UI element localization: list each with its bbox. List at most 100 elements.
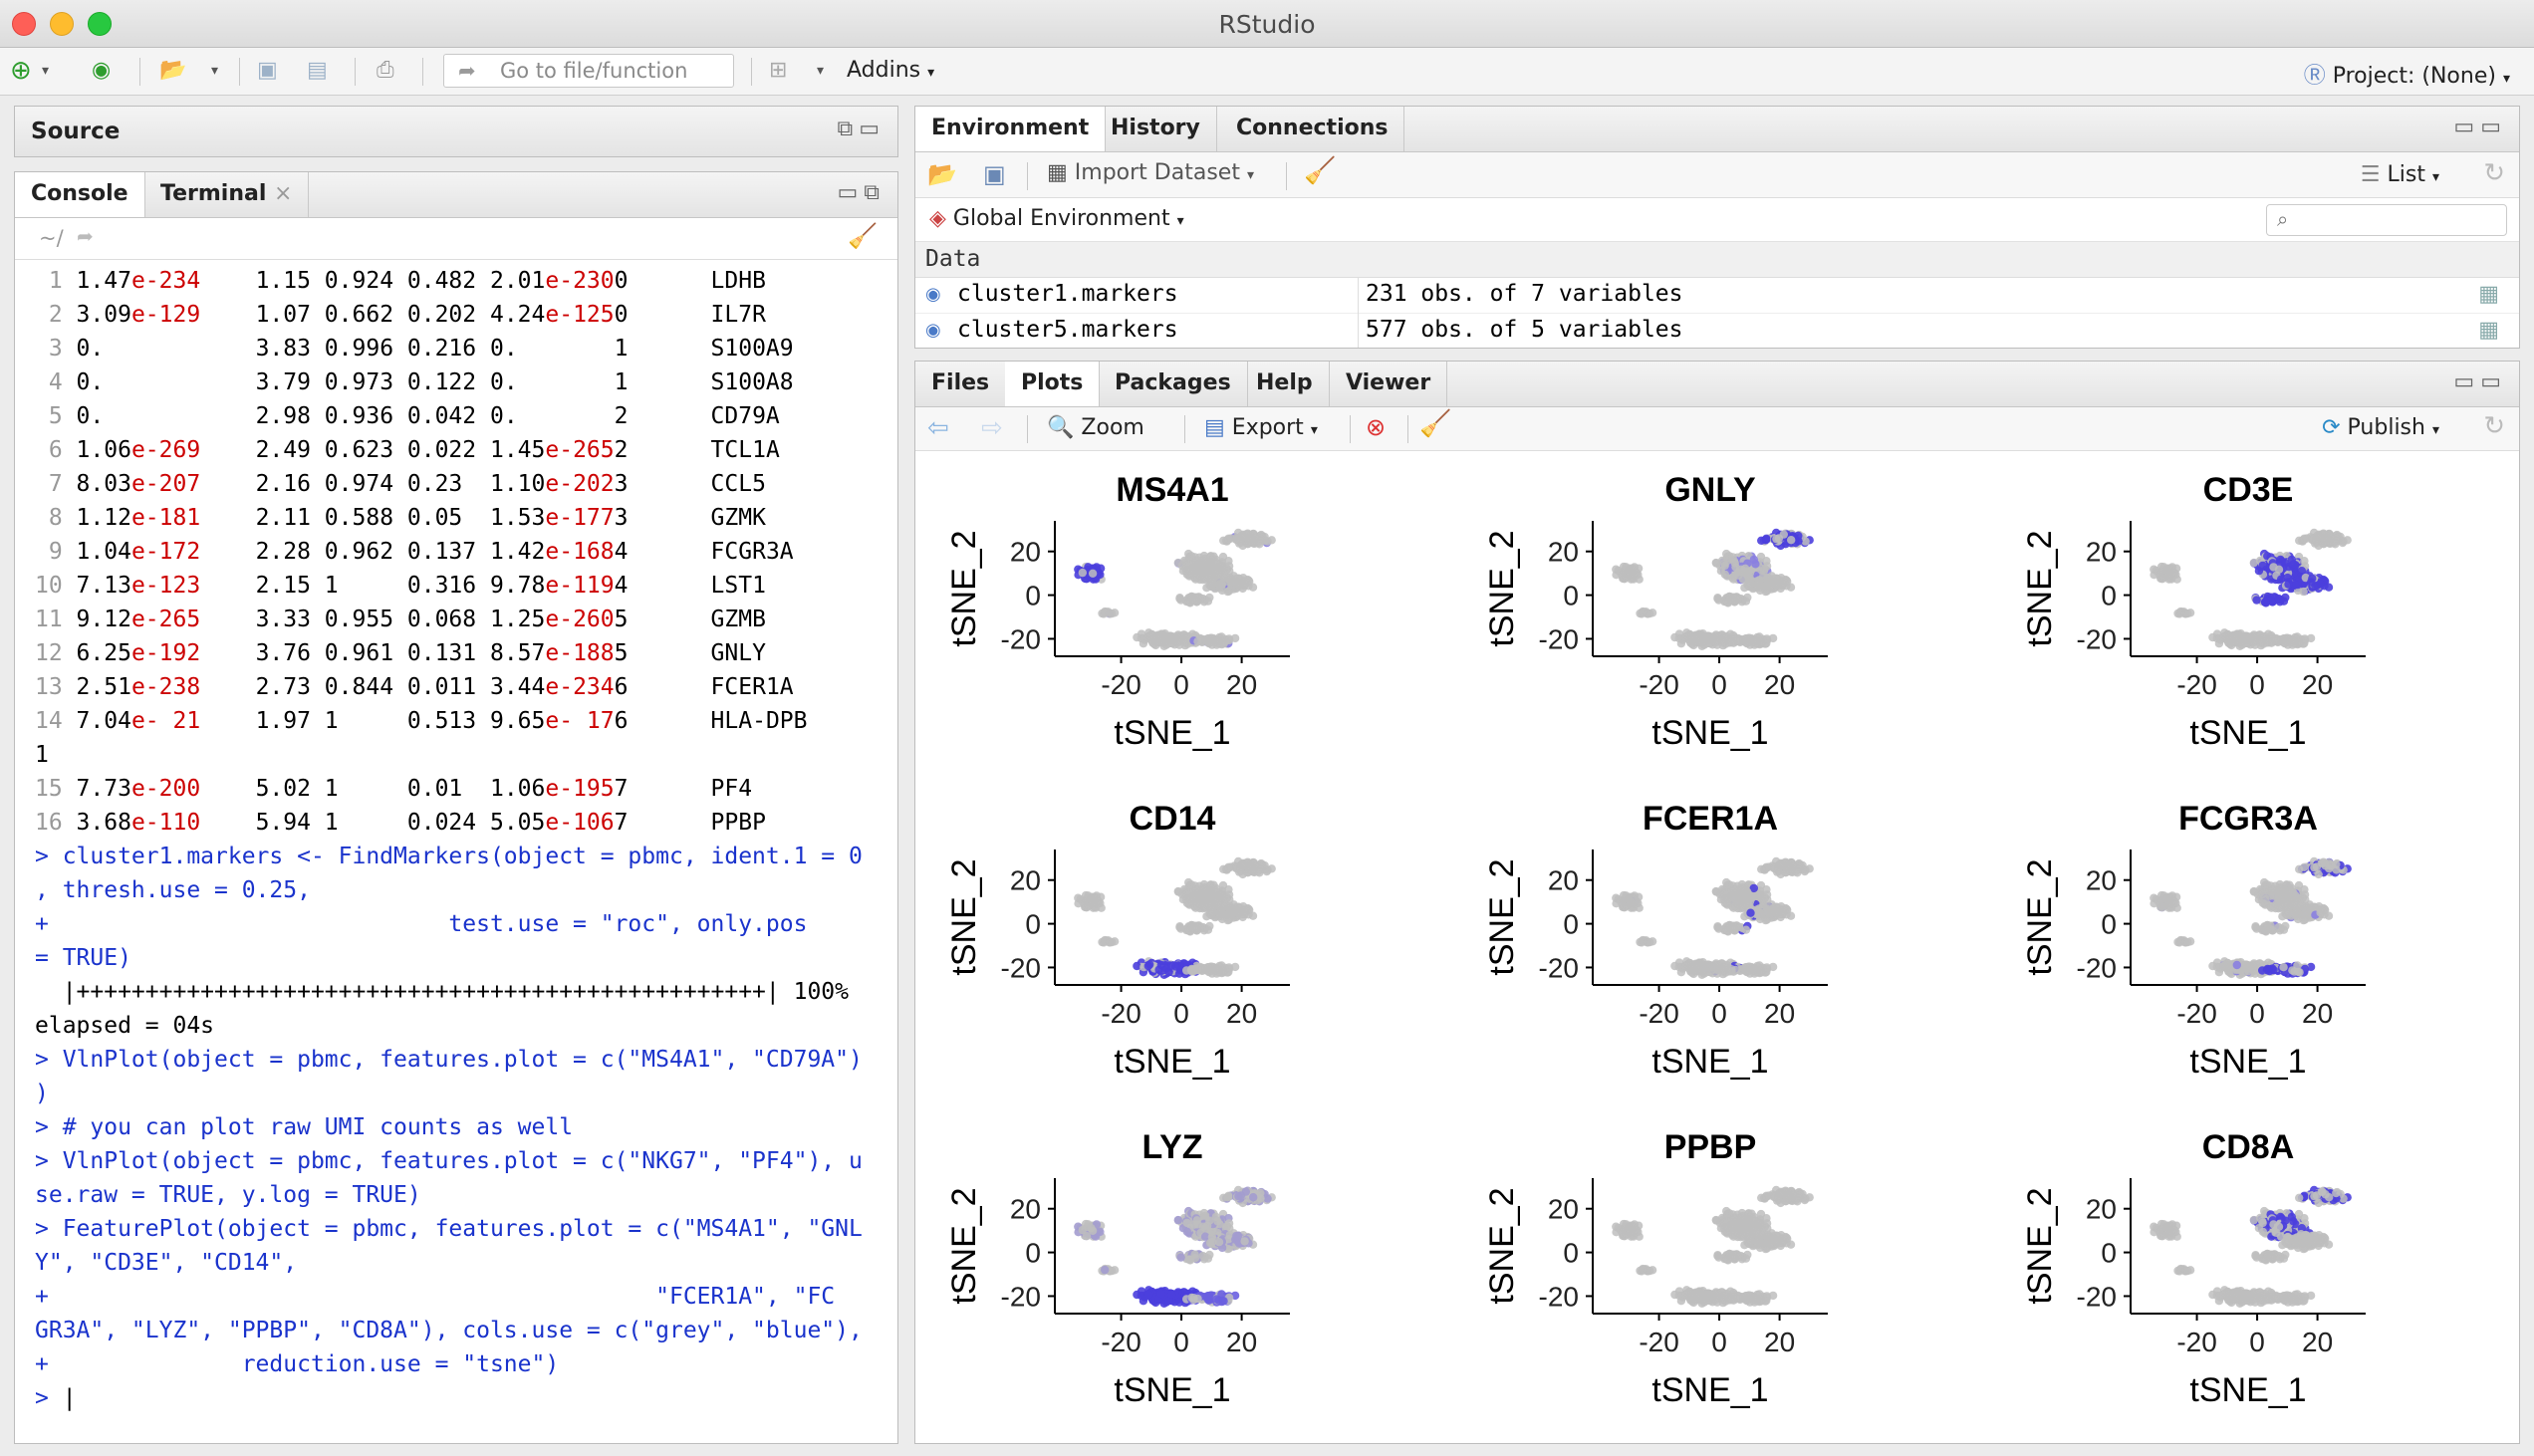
environment-pane: Environment History Connections ▭▭ 📂 ▣ ▦… xyxy=(914,106,2520,349)
import-dataset-button[interactable]: ▦ Import Dataset ▾ xyxy=(1047,160,1254,185)
tab-help[interactable]: Help xyxy=(1240,362,1330,406)
x-tick-label: 20 xyxy=(1226,669,1257,700)
environment-icon: ◈ xyxy=(929,206,946,231)
data-point xyxy=(1219,639,1228,648)
tab-history[interactable]: History xyxy=(1095,107,1217,151)
addins-menu[interactable]: Addins ▾ xyxy=(847,58,935,83)
tab-console[interactable]: Console xyxy=(15,172,145,217)
minimize-window-button[interactable] xyxy=(50,12,74,36)
print-icon[interactable]: ⎙ xyxy=(377,58,394,83)
tab-terminal[interactable]: Terminal × xyxy=(144,172,310,217)
save-workspace-icon[interactable]: ▣ xyxy=(983,160,1006,188)
data-point xyxy=(1723,926,1732,935)
data-point xyxy=(1646,608,1654,618)
load-workspace-icon[interactable]: 📂 xyxy=(927,160,957,188)
open-file-icon[interactable]: 📂 xyxy=(159,58,187,83)
chevron-down-icon[interactable]: ▾ xyxy=(817,63,825,79)
project-menu[interactable]: Ⓡ Project: (None) ▾ xyxy=(2303,64,2510,89)
y-tick-label: 20 xyxy=(1548,537,1579,568)
data-point xyxy=(1616,568,1625,578)
view-table-icon[interactable]: ▦ xyxy=(2478,318,2499,343)
data-point xyxy=(2279,634,2288,643)
console-command-line: + reduction.use = "tsne") xyxy=(35,1351,560,1377)
zoom-button[interactable]: 🔍 Zoom xyxy=(1047,415,1144,440)
data-point xyxy=(1166,632,1176,641)
data-point xyxy=(1778,908,1787,917)
arrow-left-icon[interactable]: ⇦ xyxy=(927,413,949,443)
arrow-right-icon[interactable]: ⇨ xyxy=(981,413,1003,443)
data-point xyxy=(1217,632,1226,641)
console-command-line: > VlnPlot(object = pbmc, features.plot =… xyxy=(35,1047,863,1073)
pane-window-buttons[interactable]: ▭⧉ xyxy=(837,180,886,205)
maximize-window-button[interactable] xyxy=(88,12,112,36)
data-point xyxy=(2293,961,2302,970)
expand-icon[interactable]: ◉ xyxy=(925,284,941,305)
view-table-icon[interactable]: ▦ xyxy=(2478,282,2499,307)
chevron-down-icon[interactable]: ▾ xyxy=(211,63,219,79)
view-mode-dropdown[interactable]: ☰ List ▾ xyxy=(2360,162,2439,187)
environment-search-input[interactable]: ⌕ xyxy=(2266,204,2507,236)
export-button[interactable]: ▤ Export ▾ xyxy=(1204,415,1318,440)
data-point xyxy=(1770,574,1779,584)
zoom-icon: 🔍 xyxy=(1047,415,1075,440)
go-to-directory-icon[interactable]: ➦ xyxy=(77,224,94,248)
environment-tabbar: Environment History Connections ▭▭ xyxy=(915,107,2519,152)
data-point xyxy=(1731,965,1740,975)
data-point xyxy=(1203,634,1212,643)
r-project-icon: Ⓡ xyxy=(2303,64,2326,89)
broom-icon[interactable]: 🧹 xyxy=(1304,156,1337,186)
console-output[interactable]: 1 1.47e-234 1.15 0.924 0.482 2.01e-2300 … xyxy=(15,264,897,1443)
tab-plots[interactable]: Plots xyxy=(1005,362,1101,406)
data-point xyxy=(2279,963,2288,972)
x-tick-label: -20 xyxy=(1101,998,1140,1029)
save-icon[interactable]: ▣ xyxy=(257,58,278,83)
x-tick-label: -20 xyxy=(1639,998,1678,1029)
data-point xyxy=(1185,598,1194,607)
plot-title: CD3E xyxy=(2203,471,2294,509)
console-command-line: = TRUE) xyxy=(35,945,131,971)
data-point xyxy=(2219,961,2229,971)
data-point xyxy=(1770,902,1779,912)
broom-icon[interactable]: 🧹 xyxy=(848,222,878,250)
publish-button[interactable]: ⟳ Publish ▾ xyxy=(2322,415,2439,440)
data-point xyxy=(1164,638,1173,648)
console-command-line: > | xyxy=(35,1385,77,1411)
broom-icon[interactable]: 🧹 xyxy=(1419,409,1452,439)
grid-layout-icon[interactable]: ⊞ xyxy=(769,58,788,83)
table-icon: ▦ xyxy=(1047,160,1068,185)
data-point xyxy=(2316,580,2325,589)
data-point xyxy=(2332,531,2341,541)
chevron-down-icon[interactable]: ▾ xyxy=(42,63,50,79)
close-icon[interactable]: × xyxy=(274,181,293,206)
pane-window-buttons[interactable]: ⧉▭ xyxy=(837,117,886,141)
data-point xyxy=(1208,580,1217,589)
pane-window-buttons[interactable]: ▭▭ xyxy=(2453,369,2507,394)
tab-viewer[interactable]: Viewer xyxy=(1330,362,1448,406)
expand-icon[interactable]: ◉ xyxy=(925,320,941,341)
tab-packages[interactable]: Packages xyxy=(1099,362,1248,406)
tab-files[interactable]: Files xyxy=(915,362,1007,406)
console-command-line: ) xyxy=(35,1081,49,1106)
window-title: RStudio xyxy=(1218,10,1316,39)
refresh-icon[interactable]: ↻ xyxy=(2483,411,2505,441)
tab-environment[interactable]: Environment xyxy=(915,107,1107,151)
data-point xyxy=(1694,631,1703,641)
data-point xyxy=(2258,889,2267,899)
x-tick-label: 20 xyxy=(1764,669,1795,700)
remove-plot-icon[interactable]: ⊗ xyxy=(1366,413,1387,441)
data-point xyxy=(2284,580,2293,589)
tab-connections[interactable]: Connections xyxy=(1220,107,1405,151)
refresh-icon[interactable]: ↻ xyxy=(2483,158,2505,188)
console-output-row: 12 6.25e-192 3.76 0.961 0.131 8.57e-1885… xyxy=(35,640,766,666)
new-project-icon[interactable]: ◉ xyxy=(92,58,112,83)
save-all-icon[interactable]: ▤ xyxy=(307,58,328,83)
y-axis-label: tSNE_2 xyxy=(945,858,983,975)
environment-object-row[interactable]: ◉ cluster1.markers 231 obs. of 7 variabl… xyxy=(915,278,2519,314)
pane-window-buttons[interactable]: ▭▭ xyxy=(2453,115,2507,139)
environment-object-row[interactable]: ◉ cluster5.markers 577 obs. of 5 variabl… xyxy=(915,314,2519,348)
close-window-button[interactable] xyxy=(12,12,36,36)
global-environment-dropdown[interactable]: ◈ Global Environment ▾ xyxy=(929,206,1184,231)
go-to-file-input[interactable]: ➦ Go to file/function xyxy=(443,54,734,88)
new-file-icon[interactable]: ⊕ xyxy=(10,56,32,86)
